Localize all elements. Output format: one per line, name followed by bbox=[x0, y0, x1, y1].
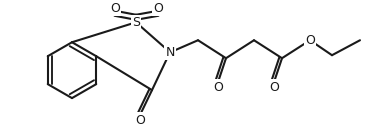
Text: N: N bbox=[165, 46, 175, 59]
Text: O: O bbox=[269, 81, 279, 94]
Text: O: O bbox=[213, 81, 223, 94]
Text: O: O bbox=[110, 2, 120, 15]
Text: O: O bbox=[305, 34, 315, 47]
Text: S: S bbox=[132, 16, 140, 29]
Text: O: O bbox=[135, 114, 145, 127]
Text: O: O bbox=[153, 2, 163, 15]
